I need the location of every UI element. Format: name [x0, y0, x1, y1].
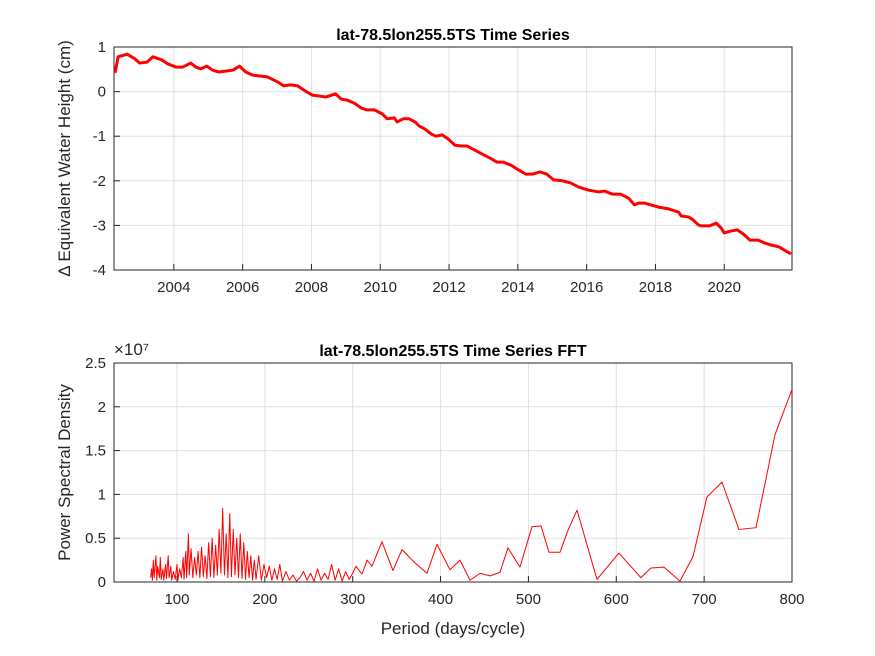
y-multiplier: ×10⁷ — [114, 340, 149, 359]
y-axis-label: Δ Equivalent Water Height (cm) — [55, 40, 74, 277]
y-tick-label: 0.5 — [85, 530, 106, 547]
axes-box — [113, 362, 793, 583]
x-tick-label: 2004 — [157, 279, 190, 296]
x-tick-label: 2016 — [570, 279, 603, 296]
y-axis-label: Power Spectral Density — [55, 384, 74, 561]
y-tick-label: -1 — [93, 128, 106, 145]
x-axis-label: Period (days/cycle) — [381, 619, 526, 638]
chart-title: lat-78.5lon255.5TS Time Series FFT — [319, 343, 587, 360]
y-tick-label: 2 — [98, 399, 106, 416]
axes-box — [113, 46, 793, 271]
chart-title: lat-78.5lon255.5TS Time Series — [336, 27, 570, 44]
x-tick-label: 100 — [164, 591, 189, 608]
x-tick-label: 2008 — [295, 279, 328, 296]
y-tick-label: 1 — [98, 39, 106, 56]
x-tick-label: 2020 — [708, 279, 741, 296]
y-tick-label: 2.5 — [85, 355, 106, 372]
data-line — [113, 52, 792, 256]
y-tick-label: 0 — [98, 574, 106, 591]
x-tick-label: 700 — [692, 591, 717, 608]
y-tick-label: -2 — [93, 173, 106, 190]
y-tick-label: 0 — [98, 84, 106, 101]
y-tick-label: 1 — [98, 486, 106, 503]
y-tick-label: 1.5 — [85, 443, 106, 460]
y-tick-label: -3 — [93, 217, 106, 234]
x-tick-label: 800 — [779, 591, 804, 608]
x-tick-label: 300 — [340, 591, 365, 608]
data-line — [150, 389, 793, 582]
x-tick-label: 400 — [428, 591, 453, 608]
x-tick-label: 200 — [252, 591, 277, 608]
x-tick-label: 2010 — [364, 279, 397, 296]
x-tick-label: 600 — [604, 591, 629, 608]
x-tick-label: 500 — [516, 591, 541, 608]
x-tick-label: 2006 — [226, 279, 259, 296]
y-tick-label: -4 — [93, 262, 106, 279]
x-tick-label: 2014 — [501, 279, 534, 296]
x-tick-label: 2012 — [432, 279, 465, 296]
x-tick-label: 2018 — [639, 279, 672, 296]
